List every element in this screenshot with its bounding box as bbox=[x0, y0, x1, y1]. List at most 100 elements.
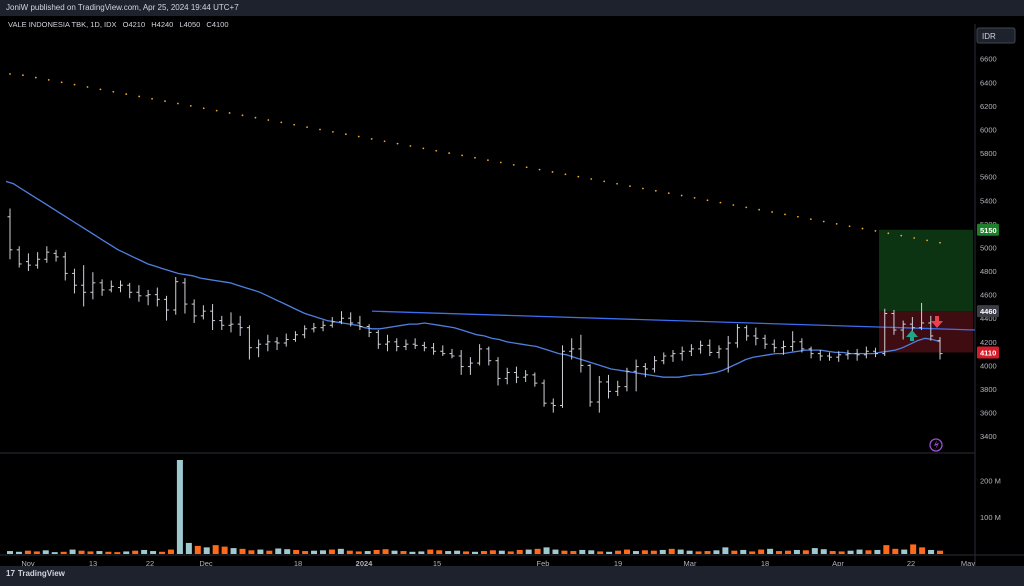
projection-dot bbox=[667, 192, 670, 195]
trendline[interactable] bbox=[371, 310, 976, 331]
target-zone bbox=[879, 229, 973, 312]
volume-bar bbox=[910, 544, 917, 554]
projection-dot bbox=[758, 208, 761, 211]
ohlc-bar bbox=[569, 338, 575, 360]
lightning-bolt-icon bbox=[934, 440, 939, 450]
price-tick-label: 3800 bbox=[980, 385, 997, 394]
tradingview-logo[interactable]: 17 TradingView bbox=[6, 569, 65, 578]
ohlc-bar bbox=[145, 289, 151, 306]
ohlc-bar bbox=[246, 325, 252, 360]
projection-dot bbox=[47, 79, 50, 81]
ohlc-bar bbox=[817, 350, 823, 361]
ohlc-bar bbox=[440, 345, 446, 356]
ohlc-bar bbox=[412, 338, 418, 349]
ohlc-bar bbox=[550, 398, 556, 413]
ohlc-bar bbox=[44, 246, 50, 263]
currency-box[interactable] bbox=[976, 27, 1016, 44]
ohlc-bar bbox=[734, 324, 740, 348]
ohlc-bar bbox=[882, 308, 888, 356]
volume-bar bbox=[78, 550, 85, 554]
projection-dot bbox=[60, 81, 63, 84]
volume-bar bbox=[248, 550, 255, 554]
ohlc-bar bbox=[486, 346, 492, 366]
volume-bar bbox=[96, 551, 103, 554]
volume-bar bbox=[758, 549, 765, 554]
volume-bar bbox=[686, 550, 693, 554]
ohlc-bar bbox=[357, 315, 363, 331]
time-tick-label: Feb bbox=[537, 559, 550, 568]
volume-bar bbox=[624, 549, 631, 554]
volume-bar bbox=[480, 551, 487, 554]
projection-dot bbox=[642, 187, 644, 190]
volume-bar bbox=[33, 551, 40, 554]
price-chart[interactable]: 6600640062006000580056005400520050004800… bbox=[0, 16, 1024, 582]
entry-price-label: 4460 bbox=[980, 307, 997, 316]
projection-dot bbox=[383, 140, 386, 143]
projection-dot bbox=[771, 211, 773, 213]
volume-bar bbox=[525, 549, 532, 554]
volume-bar bbox=[901, 549, 908, 554]
price-tick-label: 5400 bbox=[980, 196, 997, 205]
ohlc-bar bbox=[458, 350, 464, 375]
volume-bar bbox=[507, 551, 514, 554]
projection-dot bbox=[680, 194, 683, 197]
ohlc-bar bbox=[127, 282, 133, 299]
time-tick-label: Apr bbox=[832, 559, 844, 568]
volume-bar bbox=[632, 551, 639, 554]
projection-dot bbox=[719, 201, 722, 204]
lightning-icon[interactable] bbox=[929, 438, 943, 452]
ohlc-bar bbox=[827, 352, 833, 361]
projection-dot bbox=[732, 204, 735, 206]
ohlc-bar bbox=[808, 346, 814, 359]
ohlc-bar bbox=[200, 305, 206, 320]
volume-bar bbox=[579, 549, 586, 554]
volume-bar bbox=[731, 550, 738, 554]
volume-bar bbox=[123, 551, 130, 554]
time-tick-label: Nov bbox=[21, 559, 35, 568]
projection-dot bbox=[861, 227, 864, 230]
projection-dot bbox=[874, 230, 877, 232]
volume-bar bbox=[883, 545, 890, 554]
ohlc-bar bbox=[53, 249, 59, 262]
ohlc-bar bbox=[504, 367, 510, 385]
ohlc-bar bbox=[90, 272, 96, 300]
ohlc-bar bbox=[385, 334, 391, 352]
volume-bar bbox=[856, 549, 863, 554]
ohlc-bar bbox=[753, 327, 759, 346]
projection-dot bbox=[189, 104, 192, 107]
volume-bar bbox=[463, 551, 470, 554]
projection-dot bbox=[396, 142, 399, 145]
ohlc-bar bbox=[836, 351, 842, 362]
ohlc-bar bbox=[698, 340, 704, 354]
volume-bar bbox=[937, 550, 943, 554]
ohlc-bar bbox=[919, 302, 925, 331]
projection-dot bbox=[848, 225, 851, 228]
ohlc-bar bbox=[237, 315, 243, 336]
time-tick-label: 2024 bbox=[356, 559, 374, 568]
volume-bar bbox=[418, 551, 425, 554]
price-tick-label: 4400 bbox=[980, 314, 997, 323]
volume-bar bbox=[427, 549, 434, 554]
ohlc-bar bbox=[799, 338, 805, 353]
ohlc-bar bbox=[338, 311, 344, 325]
projection-dot bbox=[344, 133, 347, 136]
projection-dot bbox=[564, 173, 567, 176]
ohlc-bar bbox=[771, 339, 777, 353]
volume-bar bbox=[328, 549, 335, 554]
volume-bar bbox=[24, 550, 31, 554]
close-value: 4100 bbox=[211, 20, 229, 29]
volume-bar bbox=[659, 549, 666, 554]
stop-zone bbox=[879, 311, 973, 353]
projection-dot bbox=[357, 135, 360, 138]
high-label: H bbox=[151, 20, 157, 29]
open-value: 4210 bbox=[128, 20, 146, 29]
projection-dot bbox=[202, 107, 205, 110]
price-tick-label: 4800 bbox=[980, 267, 997, 276]
projection-dot bbox=[164, 100, 166, 103]
stop-price-label-box bbox=[977, 346, 999, 359]
volume-bar bbox=[87, 551, 94, 554]
symbol-legend: VALE INDONESIA TBK, 1D, IDX O4210 H4240 … bbox=[8, 20, 229, 29]
price-tick-label: 5000 bbox=[980, 243, 997, 252]
ohlc-bar bbox=[495, 357, 501, 386]
ohlc-bar bbox=[513, 366, 519, 384]
